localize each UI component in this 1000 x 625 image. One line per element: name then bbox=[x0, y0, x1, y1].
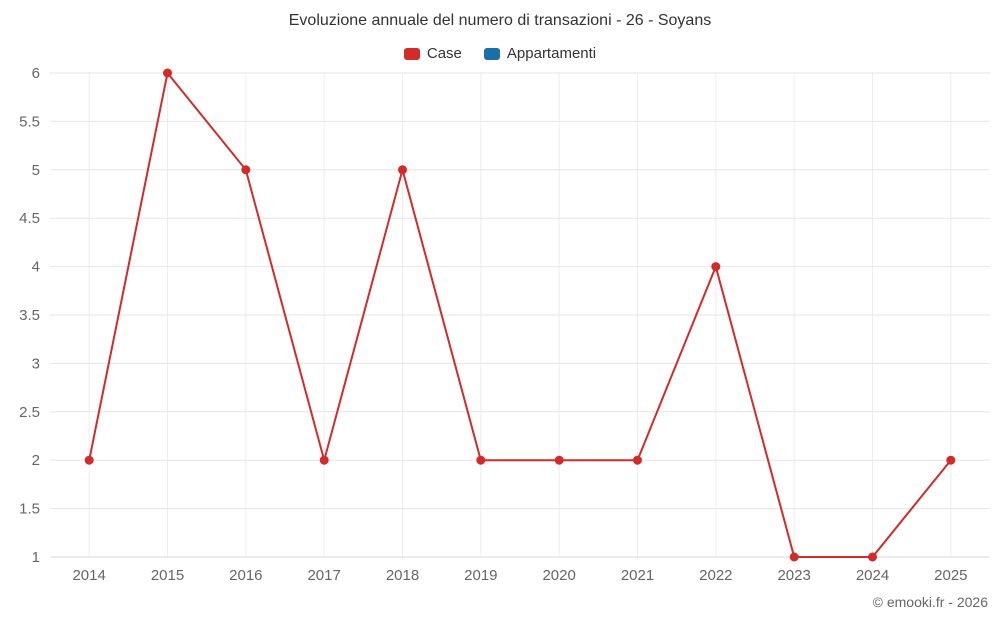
x-axis-tick-label: 2022 bbox=[699, 567, 732, 584]
series-point-case[interactable] bbox=[554, 455, 564, 465]
series-point-case[interactable] bbox=[163, 68, 172, 78]
series-point-case[interactable] bbox=[398, 165, 407, 175]
series-line-case[interactable] bbox=[88, 70, 952, 558]
appartamenti-series-swatch-icon bbox=[483, 47, 500, 60]
y-axis-tick-label: 1.5 bbox=[19, 501, 40, 518]
series-point-case[interactable] bbox=[789, 552, 799, 562]
legend-label-case: Case bbox=[426, 45, 462, 62]
y-axis-tick-label: 6 bbox=[32, 65, 40, 82]
series-point-case[interactable] bbox=[868, 552, 877, 562]
y-axis-tick-label: 4 bbox=[32, 259, 40, 276]
y-axis-tick-label: 2 bbox=[32, 452, 40, 469]
y-axis-tick-label: 4.5 bbox=[19, 210, 40, 227]
x-axis-tick-label: 2014 bbox=[72, 567, 105, 584]
y-axis-tick-label: 5 bbox=[32, 162, 40, 179]
x-axis-tick-label: 2015 bbox=[151, 567, 184, 584]
case-series-swatch-icon bbox=[403, 47, 420, 60]
x-axis-tick-label: 2024 bbox=[856, 567, 889, 584]
y-axis-tick-label: 2.5 bbox=[19, 404, 40, 421]
x-axis-tick-label: 2018 bbox=[386, 567, 419, 584]
series-point-case[interactable] bbox=[711, 262, 721, 272]
x-axis-tick-label: 2020 bbox=[542, 567, 575, 584]
y-axis-tick-label: 3 bbox=[32, 355, 40, 372]
legend-label-appartamenti: Appartamenti bbox=[506, 45, 597, 62]
x-axis-tick-label: 2016 bbox=[229, 567, 262, 584]
legend-item-appartamenti[interactable]: Appartamenti bbox=[483, 45, 597, 62]
y-axis-tick-label: 1 bbox=[32, 549, 40, 566]
x-axis-tick-label: 2023 bbox=[777, 567, 810, 584]
y-axis-tick-label: 5.5 bbox=[19, 113, 40, 130]
x-axis-tick-label: 2021 bbox=[621, 567, 654, 584]
x-axis-tick-label: 2017 bbox=[307, 567, 340, 584]
series-point-case[interactable] bbox=[476, 455, 486, 465]
x-axis-tick-label: 2019 bbox=[464, 567, 497, 584]
y-axis-tick-label: 3.5 bbox=[19, 307, 40, 324]
legend-item-case[interactable]: Case bbox=[403, 45, 462, 62]
series-point-case[interactable] bbox=[319, 455, 329, 465]
series-point-case[interactable] bbox=[241, 165, 251, 175]
x-axis-tick-label: 2025 bbox=[934, 567, 967, 584]
series-point-case[interactable] bbox=[633, 455, 642, 465]
chart-title: Evoluzione annuale del numero di transaz… bbox=[288, 12, 712, 29]
credit-link[interactable]: © emooki.fr - 2026 bbox=[872, 594, 988, 610]
series-point-case[interactable] bbox=[946, 455, 956, 465]
series-point-case[interactable] bbox=[84, 455, 94, 465]
chart-legend: Case Appartamenti bbox=[0, 45, 1000, 62]
